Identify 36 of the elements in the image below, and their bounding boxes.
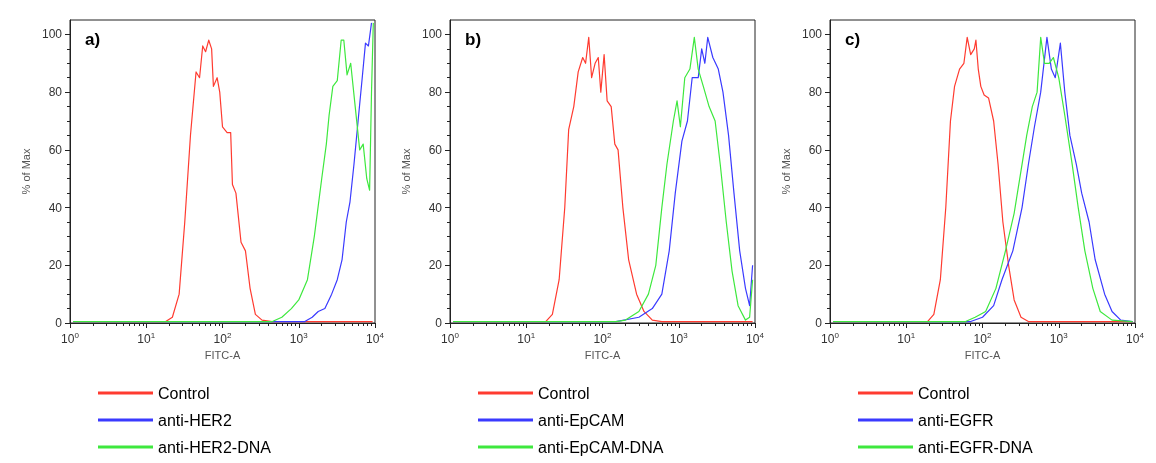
y-tick-label: 80 xyxy=(808,85,823,100)
y-tick-label: 20 xyxy=(808,258,823,273)
legend-label: Control xyxy=(538,384,590,402)
legend-label: anti-EpCAM-DNA xyxy=(538,438,664,456)
legend-label: anti-HER2 xyxy=(158,411,232,429)
y-tick-label: 80 xyxy=(48,85,63,100)
legend-label: Control xyxy=(158,384,210,402)
y-tick-label: 80 xyxy=(428,85,443,100)
y-axis-title: % of Max xyxy=(399,148,412,195)
text: a) xyxy=(85,30,101,49)
y-tick-label: 100 xyxy=(41,27,63,42)
y-axis-title: % of Max xyxy=(779,148,792,195)
x-axis-title: FITC-A xyxy=(584,349,621,362)
y-tick-label: 60 xyxy=(48,142,63,157)
x-axis-title: FITC-A xyxy=(204,349,241,362)
y-tick-label: 0 xyxy=(55,316,63,330)
y-tick-label: 60 xyxy=(428,142,443,157)
y-tick-label: 40 xyxy=(48,200,63,215)
y-tick-label: 20 xyxy=(428,258,443,273)
y-tick-label: 40 xyxy=(808,200,823,215)
y-tick-label: 40 xyxy=(428,200,443,215)
y-tick-label: 0 xyxy=(815,316,823,330)
y-tick-label: 60 xyxy=(808,142,823,157)
legend-label: anti-HER2-DNA xyxy=(158,438,272,456)
x-axis-title: FITC-A xyxy=(964,349,1001,362)
legend-label: Control xyxy=(918,384,970,402)
y-axis-title: % of Max xyxy=(19,148,32,195)
text: c) xyxy=(845,30,861,49)
legend-label: anti-EpCAM xyxy=(538,411,625,429)
text: b) xyxy=(465,30,482,49)
legend-label: anti-EGFR-DNA xyxy=(918,438,1034,456)
y-tick-label: 20 xyxy=(48,258,63,273)
legend-label: anti-EGFR xyxy=(918,411,994,429)
y-tick-label: 100 xyxy=(421,27,443,42)
y-tick-label: 100 xyxy=(801,27,823,42)
y-tick-label: 0 xyxy=(435,316,443,330)
